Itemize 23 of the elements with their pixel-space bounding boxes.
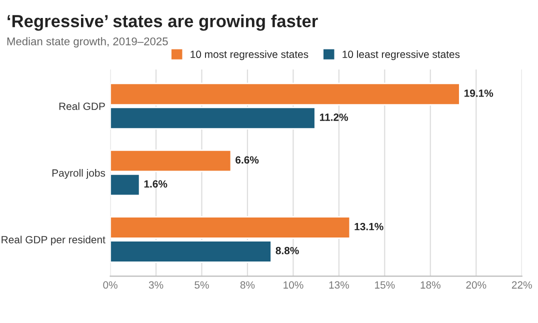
x-tick-label: 0% bbox=[103, 281, 118, 289]
x-tick-label: 8% bbox=[240, 281, 255, 289]
data-label: 19.1% bbox=[464, 90, 494, 97]
y-tick-label: Real GDP bbox=[59, 102, 105, 110]
data-label: 1.6% bbox=[144, 180, 168, 188]
data-label: 13.1% bbox=[354, 222, 384, 230]
y-tick-label: Payroll jobs bbox=[52, 169, 106, 179]
legend-label: 10 least regressive states bbox=[342, 50, 460, 60]
chart-title: ‘Regressive’ states are growing faster bbox=[8, 14, 318, 31]
x-tick-label: 18% bbox=[420, 281, 440, 289]
x-tick-label: 5% bbox=[194, 281, 209, 289]
x-tick-label: 3% bbox=[148, 281, 164, 289]
legend-label: 10 most regressive states bbox=[190, 50, 308, 60]
data-label: 8.8% bbox=[276, 246, 299, 254]
x-tick-label: 20% bbox=[466, 281, 486, 289]
data-label: 11.2% bbox=[320, 114, 348, 121]
data-label: 6.6% bbox=[236, 156, 259, 164]
x-tick-label: 10% bbox=[284, 281, 304, 289]
x-tick-label: 15% bbox=[375, 281, 395, 289]
x-tick-label: 13% bbox=[329, 281, 349, 289]
x-tick-label: 22% bbox=[512, 281, 532, 289]
chart-subtitle: Median state growth, 2019–2025 bbox=[7, 37, 168, 48]
y-tick-label: Real GDP per resident bbox=[2, 236, 106, 246]
